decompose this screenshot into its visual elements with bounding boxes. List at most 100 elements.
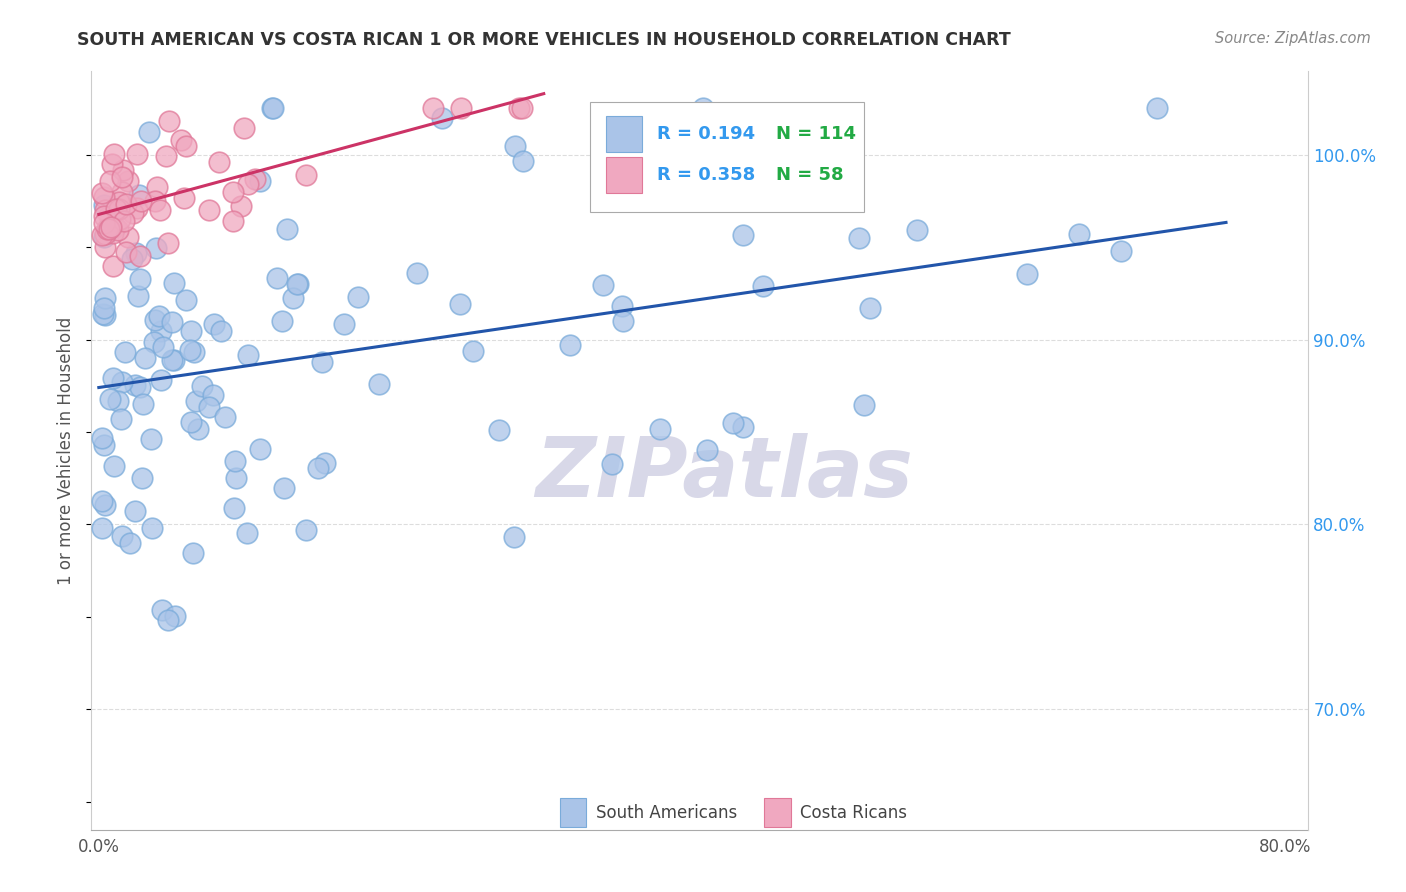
Point [179,343,201,357]
Point [115,197,138,211]
Point [271,314,294,328]
Point [117,174,139,188]
Point [132,397,155,411]
Point [114,344,136,359]
Point [503,139,526,153]
Point [131,470,153,484]
Point [127,289,149,303]
Point [1109,244,1132,258]
Point [143,313,166,327]
Point [103,459,125,474]
Point [100,157,122,171]
Bar [606,157,643,194]
Point [198,202,221,217]
Point [238,348,260,362]
Point [463,344,485,359]
Point [97,222,120,236]
Point [149,203,172,218]
Point [107,393,129,408]
Point [162,315,184,329]
Point [180,325,202,339]
Text: ZIPatlas: ZIPatlas [534,433,912,514]
Point [93,209,115,223]
Point [163,352,186,367]
Point [111,185,134,199]
Point [105,202,128,217]
Point [243,172,266,186]
Point [101,227,124,241]
Point [131,194,153,208]
Point [510,101,533,115]
Text: SOUTH AMERICAN VS COSTA RICAN 1 OR MORE VEHICLES IN HOUSEHOLD CORRELATION CHART: SOUTH AMERICAN VS COSTA RICAN 1 OR MORE … [77,31,1011,49]
Point [260,101,283,115]
Point [94,499,117,513]
Point [94,202,117,217]
Point [100,219,122,234]
Point [1015,267,1038,281]
Point [295,523,318,537]
Point [90,186,112,201]
Point [222,500,245,515]
Point [333,317,356,331]
Point [129,250,152,264]
Point [180,415,202,429]
Point [858,301,880,316]
Point [262,101,284,115]
Point [183,344,205,359]
Point [121,252,143,266]
Point [112,163,135,178]
Point [162,352,184,367]
Point [623,121,645,136]
Point [592,278,614,293]
Point [853,398,876,412]
Point [93,229,115,244]
Point [1069,227,1091,242]
Point [90,431,112,445]
Point [368,376,391,391]
Point [648,422,671,436]
Point [488,423,510,437]
Point [121,206,143,220]
Point [118,536,141,550]
Point [214,409,236,424]
Point [111,529,134,543]
Point [287,277,309,292]
Point [187,422,209,436]
Point [450,101,472,115]
Point [181,546,204,560]
Point [600,457,623,471]
Point [93,190,115,204]
Point [276,221,298,235]
Point [273,481,295,495]
Point [93,438,115,452]
Point [125,201,148,215]
Point [159,114,181,128]
Point [141,432,163,446]
Text: Source: ZipAtlas.com: Source: ZipAtlas.com [1215,31,1371,46]
Point [295,168,318,182]
Point [170,133,193,147]
Bar [763,798,790,827]
Point [146,180,169,194]
Point [612,313,634,327]
Point [307,461,329,475]
Point [221,186,243,200]
Point [142,334,165,349]
Point [150,373,173,387]
Point [198,400,221,414]
Point [314,456,336,470]
Point [96,221,118,235]
Point [512,154,534,169]
Point [93,216,115,230]
Point [508,101,530,115]
Point [117,230,139,244]
Point [165,608,187,623]
FancyBboxPatch shape [591,102,863,211]
Point [94,308,117,322]
Point [610,299,633,313]
Point [848,230,870,244]
Point [152,340,174,354]
Point [155,149,177,163]
Point [163,276,186,290]
Point [127,147,149,161]
